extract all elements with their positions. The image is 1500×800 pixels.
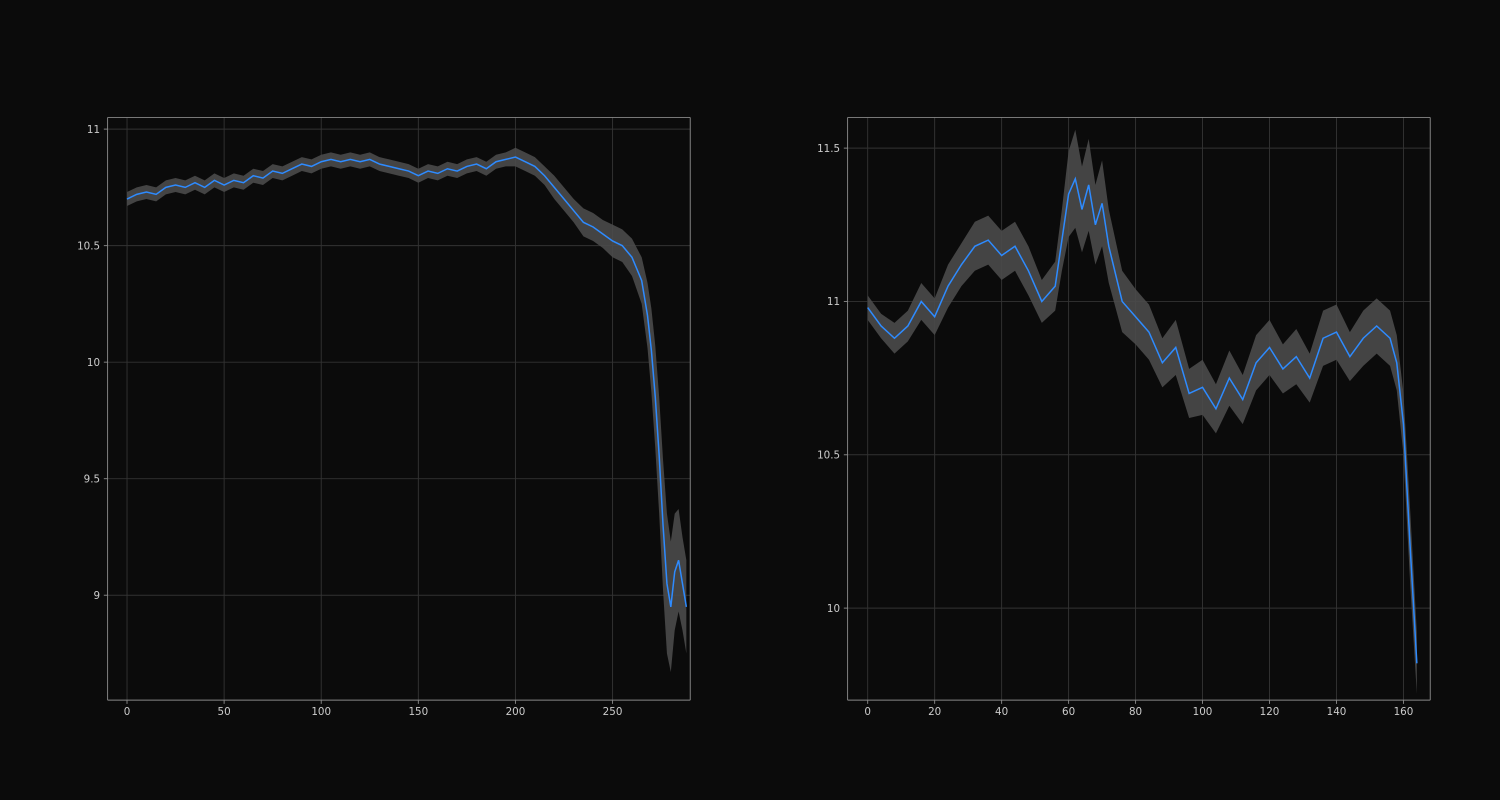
svg-text:100: 100 bbox=[311, 706, 331, 718]
svg-text:0: 0 bbox=[864, 706, 871, 718]
svg-text:9.5: 9.5 bbox=[84, 473, 100, 485]
price-line bbox=[868, 179, 1417, 664]
svg-text:11: 11 bbox=[87, 124, 100, 136]
svg-text:40: 40 bbox=[995, 706, 1008, 718]
left-chart-panel: 0 50 100 150 200 250 9 9.5 10 10.5 11 bbox=[70, 98, 690, 718]
svg-text:50: 50 bbox=[218, 706, 231, 718]
svg-text:11: 11 bbox=[827, 296, 840, 308]
svg-text:11.5: 11.5 bbox=[817, 143, 840, 155]
svg-text:60: 60 bbox=[1062, 706, 1075, 718]
volatility-band bbox=[868, 130, 1417, 694]
svg-text:10: 10 bbox=[827, 603, 840, 615]
svg-text:10.5: 10.5 bbox=[817, 450, 840, 462]
svg-text:0: 0 bbox=[124, 706, 131, 718]
svg-text:9: 9 bbox=[93, 590, 100, 602]
svg-text:20: 20 bbox=[928, 706, 941, 718]
volatility-band bbox=[127, 148, 686, 672]
svg-text:10.5: 10.5 bbox=[77, 240, 100, 252]
svg-text:80: 80 bbox=[1129, 706, 1142, 718]
svg-text:250: 250 bbox=[603, 706, 623, 718]
right-chart-svg: 0 20 40 60 80 100 120 140 160 10 10.5 11 11.5 bbox=[810, 98, 1434, 744]
svg-text:120: 120 bbox=[1260, 706, 1280, 718]
svg-text:150: 150 bbox=[408, 706, 428, 718]
left-chart-svg: 0 50 100 150 200 250 9 9.5 10 10.5 11 bbox=[70, 98, 694, 744]
svg-text:10: 10 bbox=[87, 357, 100, 369]
svg-text:200: 200 bbox=[506, 706, 526, 718]
right-chart-panel: 0 20 40 60 80 100 120 140 160 10 10.5 11 11.5 bbox=[810, 98, 1430, 718]
svg-text:100: 100 bbox=[1193, 706, 1213, 718]
svg-text:160: 160 bbox=[1394, 706, 1414, 718]
svg-text:140: 140 bbox=[1327, 706, 1347, 718]
figure: 05010015020025099.51010.511 020406080100… bbox=[0, 0, 1500, 800]
